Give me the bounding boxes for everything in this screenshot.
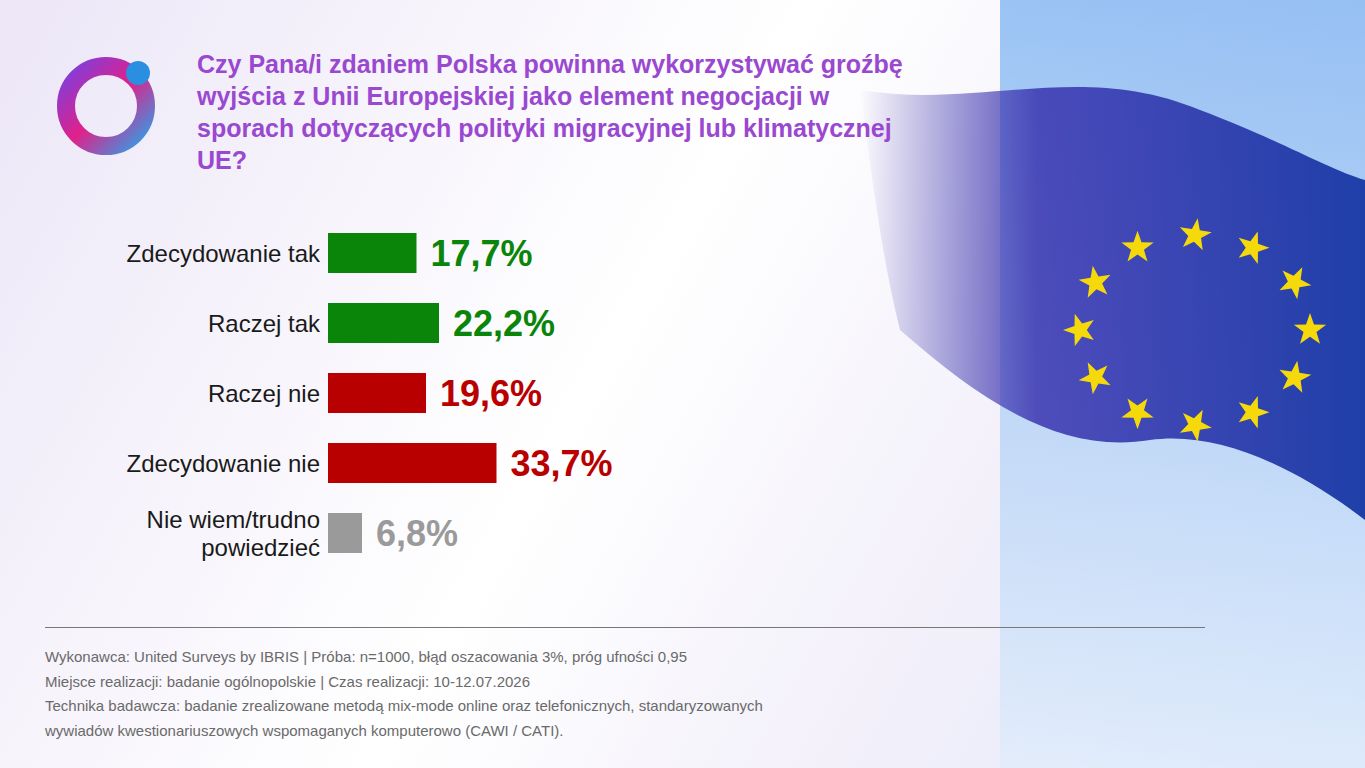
svg-text:Nie wiem/trudnopowiedzieć: Nie wiem/trudnopowiedzieć <box>147 506 320 561</box>
svg-text:Raczej tak: Raczej tak <box>208 310 321 337</box>
svg-text:22,2%: 22,2% <box>453 303 555 344</box>
html-text:Wykonawca: United Surveys by I: Wykonawca: United Surveys by IBRIS | Pró… <box>45 648 687 665</box>
html-text:Miejsce realizacji: badanie og: Miejsce realizacji: badanie ogólnopolski… <box>45 672 530 690</box>
svg-text:19,6%: 19,6% <box>440 373 542 414</box>
html-text:wywiadów kwestionariuszowych w: wywiadów kwestionariuszowych wspomaganyc… <box>45 721 564 739</box>
html-text:Czy Pana/i zdaniem Polska powi: Czy Pana/i zdaniem Polska powinna wykorz… <box>197 50 903 174</box>
html-text:Technika badawcza: badanie zre: Technika badawcza: badanie zrealizowane … <box>45 697 763 714</box>
svg-text:17,7%: 17,7% <box>431 233 533 274</box>
svg-text:Zdecydowanie nie: Zdecydowanie nie <box>127 450 320 477</box>
svg-text:Raczej nie: Raczej nie <box>208 380 320 407</box>
svg-text:33,7%: 33,7% <box>511 443 613 484</box>
svg-text:6,8%: 6,8% <box>376 513 458 554</box>
svg-text:Zdecydowanie tak: Zdecydowanie tak <box>127 240 321 267</box>
